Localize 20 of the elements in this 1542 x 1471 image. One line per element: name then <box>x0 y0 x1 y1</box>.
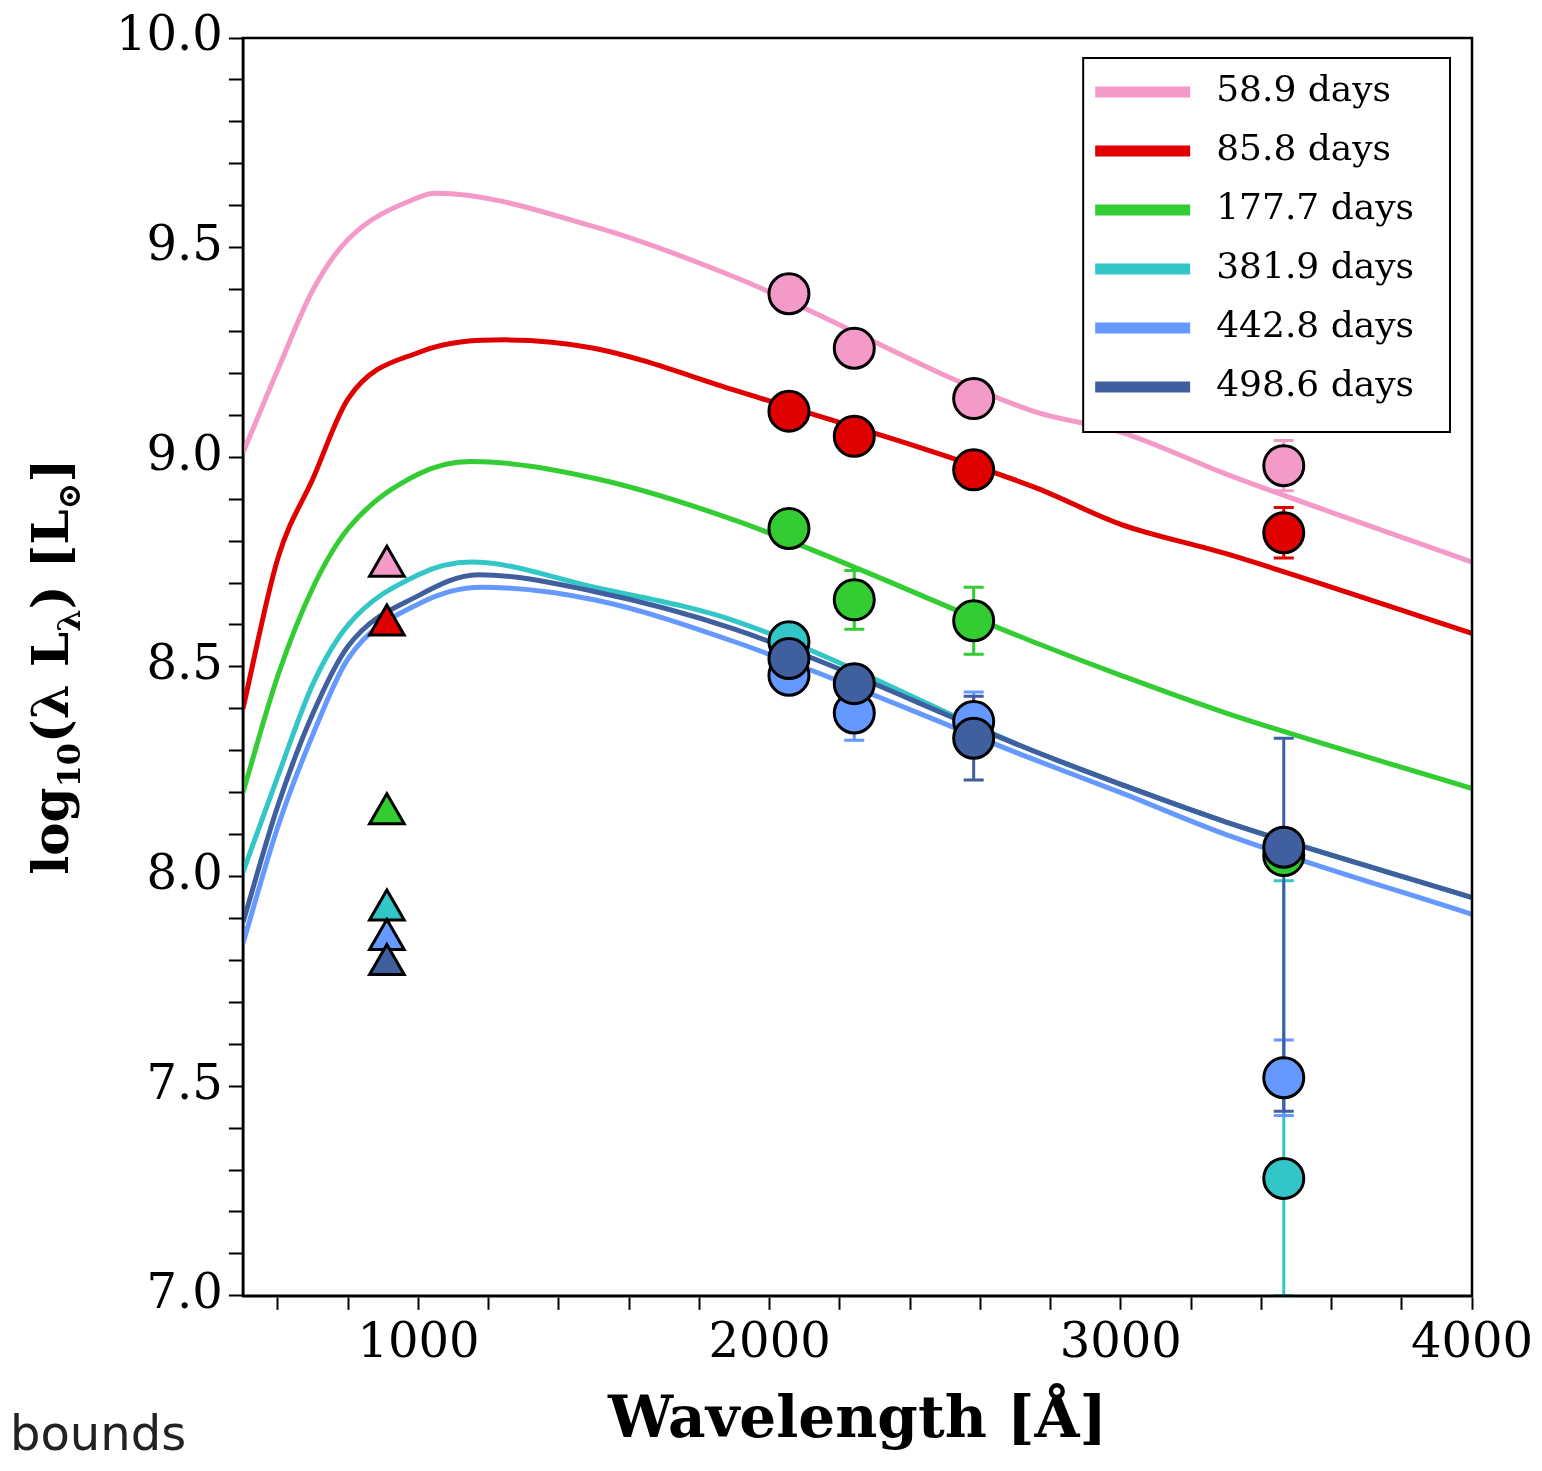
legend-label: 381.9 days <box>1216 245 1414 287</box>
legend-label: 85.8 days <box>1216 127 1392 169</box>
text: bounds <box>10 1405 187 1461</box>
legend-label: 498.6 days <box>1216 363 1414 405</box>
y-tick-label: 7.0 <box>146 1263 223 1320</box>
y-tick-label: 9.0 <box>146 424 223 481</box>
y-tick-label: 10.0 <box>116 5 223 62</box>
y-tick-label: 8.5 <box>146 634 223 691</box>
x-axis-title: Wavelength [Å] <box>606 1383 1107 1452</box>
legend-label: 442.8 days <box>1216 304 1414 346</box>
x-tick-label: 1000 <box>357 1312 480 1369</box>
x-tick-label: 4000 <box>1410 1312 1534 1369</box>
x-tick-label: 3000 <box>1059 1312 1182 1369</box>
y-tick-label: 7.5 <box>146 1053 223 1110</box>
x-tick-label: 2000 <box>708 1312 831 1369</box>
y-axis-title: log10(λ Lλ) [L⊙] <box>21 458 88 875</box>
legend-label: 177.7 days <box>1216 186 1414 228</box>
legend-label: 58.9 days <box>1216 68 1392 110</box>
y-tick-label: 9.5 <box>146 215 223 272</box>
y-tick-label: 8.0 <box>146 844 223 900</box>
